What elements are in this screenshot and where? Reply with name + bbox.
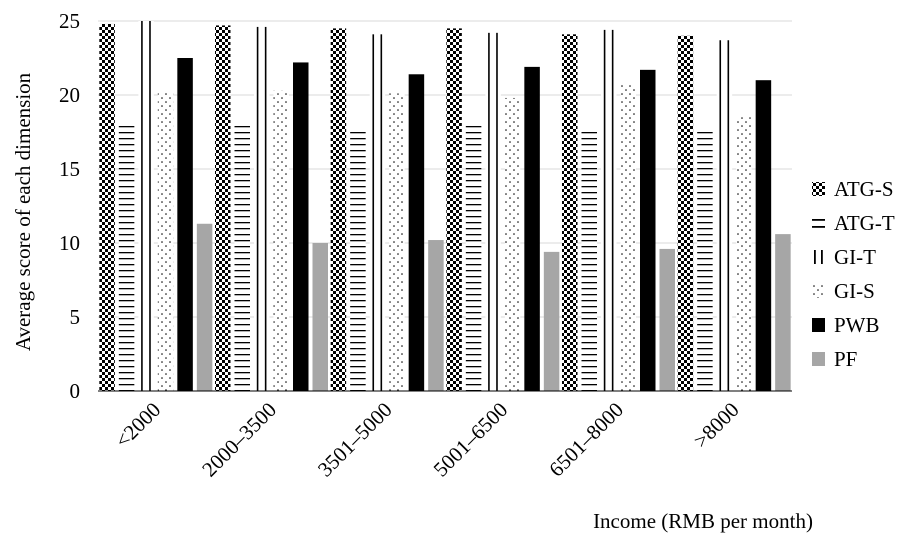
legend-item-gi-t: GI-T (814, 245, 876, 269)
legend-swatch (812, 219, 825, 228)
bar-gi-s (504, 97, 521, 392)
bar-pf (543, 251, 560, 391)
y-axis-label: Average score of each dimension (11, 72, 35, 351)
legend-item-atg-s: ATG-S (812, 177, 894, 201)
x-tick-label: 5001–6500 (429, 398, 513, 482)
bar-pwb (524, 66, 540, 391)
bar-atg-s (677, 35, 694, 392)
y-axis-ticks: 0 5 10 15 20 25 (59, 9, 80, 403)
bar-gi-t (716, 40, 733, 392)
bar-gi-s (157, 92, 174, 391)
legend-item-atg-t: ATG-T (812, 211, 895, 235)
y-tick-label: 25 (59, 9, 80, 33)
y-tick-label: 10 (59, 231, 80, 255)
x-tick-label: 2000–3500 (197, 398, 281, 482)
y-tick-label: 5 (70, 305, 81, 329)
legend-swatch (812, 182, 825, 196)
x-tick-label: 3501–5000 (313, 398, 397, 482)
bar-gi-t (485, 32, 501, 392)
bar-atg-s (562, 34, 578, 391)
legend-label: ATG-S (834, 177, 894, 201)
legend-label: GI-S (834, 279, 875, 303)
bar-pf (775, 234, 791, 391)
y-tick-label: 15 (59, 157, 80, 181)
bar-pwb (177, 58, 193, 391)
x-tick-label: <2000 (110, 398, 165, 453)
bar-atg-t (697, 132, 713, 391)
legend-label: PF (834, 347, 857, 371)
bar-atg-t (465, 124, 482, 391)
bar-gi-t (138, 21, 154, 391)
bar-atg-s (330, 28, 347, 392)
bar-atg-t (234, 124, 250, 391)
bar-atg-t (581, 132, 597, 391)
x-axis-label: Income (RMB per month) (593, 509, 813, 533)
bar-atg-t (350, 132, 366, 391)
bar-gi-t (369, 34, 386, 391)
bar-gi-s (736, 117, 752, 391)
x-tick-label: 6501–8000 (544, 398, 628, 482)
y-tick-label: 20 (59, 83, 80, 107)
x-tick-label: >8000 (689, 398, 744, 453)
bar-pf (312, 243, 328, 391)
legend-label: PWB (834, 313, 880, 337)
legend-label: GI-T (834, 245, 876, 269)
bar-pwb (640, 69, 656, 391)
bar-pf (428, 240, 444, 391)
legend-item-pwb: PWB (812, 313, 880, 337)
bar-pwb (293, 62, 309, 391)
bar-atg-s (99, 23, 115, 392)
bar-gi-s (273, 90, 289, 391)
legend-swatch (812, 284, 825, 298)
bar-pwb (755, 80, 772, 391)
bar-atg-s (215, 25, 231, 391)
bar-gi-t (601, 29, 617, 391)
bar-pf (659, 248, 675, 391)
legend-label: ATG-T (834, 211, 895, 235)
grid (98, 20, 792, 318)
y-tick-label: 0 (70, 379, 81, 403)
legend-item-gi-s: GI-S (812, 279, 875, 303)
legend-swatch (812, 352, 825, 366)
legend-swatch (814, 250, 823, 264)
x-axis-ticks: <2000 2000–3500 3501–5000 5001–6500 6501–800… (110, 398, 743, 482)
bar-atg-t (118, 124, 135, 391)
bars (99, 21, 791, 392)
bar-pwb (408, 74, 425, 391)
legend: ATG-S ATG-T GI-T GI-S PWB PF (812, 177, 895, 371)
legend-item-pf: PF (812, 347, 857, 371)
bar-pf (196, 223, 213, 391)
bar-gi-s (620, 84, 636, 391)
bar-gi-t (254, 26, 270, 391)
bar-atg-s (446, 28, 462, 392)
legend-swatch (812, 318, 825, 332)
bar-gi-s (389, 93, 405, 392)
